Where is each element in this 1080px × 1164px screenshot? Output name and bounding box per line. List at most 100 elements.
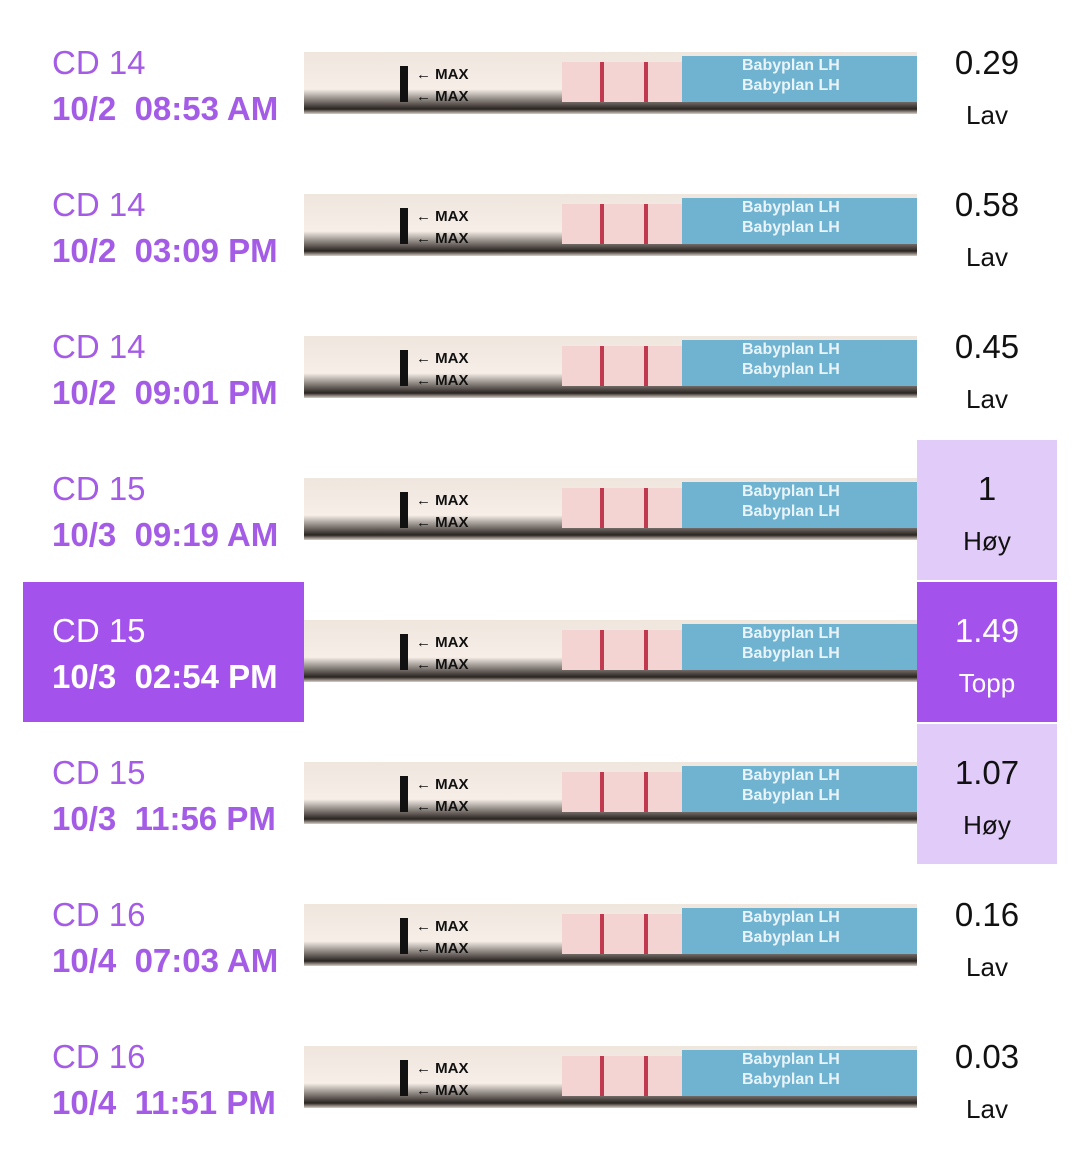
test-line	[600, 1056, 604, 1096]
test-line	[600, 914, 604, 954]
entry-datetime[interactable]: CD 16 10/4 07:03 AM	[23, 866, 304, 1006]
test-entry-row[interactable]: CD 15 10/3 02:54 PM ← MAX ← MAX Babyplan…	[0, 582, 1080, 722]
date-time: 10/4 07:03 AM	[52, 942, 278, 980]
test-entry-row[interactable]: CD 14 10/2 09:01 PM ← MAX ← MAX Babyplan…	[0, 298, 1080, 438]
date: 10/3	[52, 800, 117, 837]
lh-value: 0.16	[954, 896, 1020, 933]
test-line	[600, 772, 604, 812]
time: 07:03 AM	[134, 942, 279, 979]
entry-datetime[interactable]: CD 15 10/3 02:54 PM	[23, 582, 304, 722]
strip-brand-label: Babyplan LH	[742, 57, 840, 74]
strip-brand-label: Babyplan LH	[742, 219, 840, 236]
test-strip-photo[interactable]: ← MAX ← MAX Babyplan LH Babyplan LH	[304, 904, 917, 966]
control-line	[644, 488, 648, 528]
strip-brand-label: Babyplan LH	[742, 341, 840, 358]
lh-value: 0.45	[954, 328, 1020, 365]
strip-max-label: ← MAX	[416, 208, 469, 225]
test-line	[600, 62, 604, 102]
date-time: 10/2 08:53 AM	[52, 90, 278, 128]
strip-result-window	[562, 772, 682, 812]
strip-max-label: ← MAX	[416, 66, 469, 83]
strip-result-window	[562, 62, 682, 102]
test-strip-photo[interactable]: ← MAX ← MAX Babyplan LH Babyplan LH	[304, 1046, 917, 1108]
test-entry-row[interactable]: CD 15 10/3 11:56 PM ← MAX ← MAX Babyplan…	[0, 724, 1080, 864]
strip-brand-area: Babyplan LH Babyplan LH	[682, 198, 917, 244]
lh-level: Lav	[966, 242, 1008, 272]
cycle-day: CD 15	[52, 754, 146, 791]
cycle-day: CD 16	[52, 1038, 146, 1075]
strip-brand-area: Babyplan LH Babyplan LH	[682, 908, 917, 954]
strip-max-bar	[400, 1060, 408, 1096]
strip-max-label: ← MAX	[416, 940, 469, 957]
entry-datetime[interactable]: CD 14 10/2 09:01 PM	[23, 298, 304, 438]
strip-brand-area: Babyplan LH Babyplan LH	[682, 1050, 917, 1096]
test-line	[600, 488, 604, 528]
date: 10/2	[52, 374, 117, 411]
strip-max-label: ← MAX	[416, 776, 469, 793]
control-line	[644, 914, 648, 954]
control-line	[644, 772, 648, 812]
test-strip-photo[interactable]: ← MAX ← MAX Babyplan LH Babyplan LH	[304, 620, 917, 682]
date: 10/2	[52, 90, 117, 127]
lh-result: 1 Høy	[917, 440, 1057, 580]
lh-result: 0.58 Lav	[917, 156, 1057, 296]
strip-brand-label: Babyplan LH	[742, 483, 840, 500]
test-entry-row[interactable]: CD 16 10/4 07:03 AM ← MAX ← MAX Babyplan…	[0, 866, 1080, 1006]
cycle-day: CD 14	[52, 44, 146, 81]
strip-result-window	[562, 630, 682, 670]
entry-datetime[interactable]: CD 15 10/3 09:19 AM	[23, 440, 304, 580]
strip-brand-area: Babyplan LH Babyplan LH	[682, 624, 917, 670]
time: 09:01 PM	[134, 374, 278, 411]
strip-result-window	[562, 914, 682, 954]
strip-result-window	[562, 204, 682, 244]
date-time: 10/3 11:56 PM	[52, 800, 276, 838]
time: 03:09 PM	[134, 232, 278, 269]
strip-max-bar	[400, 66, 408, 102]
test-entry-row[interactable]: CD 14 10/2 08:53 AM ← MAX ← MAX Babyplan…	[0, 14, 1080, 154]
strip-max-bar	[400, 634, 408, 670]
lh-value: 1	[977, 470, 997, 507]
strip-max-label: ← MAX	[416, 1060, 469, 1077]
lh-result: 0.29 Lav	[917, 14, 1057, 154]
lh-level: Lav	[966, 100, 1008, 130]
strip-brand-label: Babyplan LH	[742, 787, 840, 804]
date-time: 10/2 03:09 PM	[52, 232, 278, 270]
lh-result: 0.16 Lav	[917, 866, 1057, 1006]
lh-level: Lav	[966, 1094, 1008, 1124]
lh-level: Lav	[966, 384, 1008, 414]
control-line	[644, 204, 648, 244]
strip-max-label: ← MAX	[416, 372, 469, 389]
cycle-day: CD 14	[52, 328, 146, 365]
test-strip-photo[interactable]: ← MAX ← MAX Babyplan LH Babyplan LH	[304, 336, 917, 398]
lh-result: 1.07 Høy	[917, 724, 1057, 864]
strip-max-label: ← MAX	[416, 798, 469, 815]
strip-result-window	[562, 346, 682, 386]
lh-level: Topp	[958, 668, 1016, 698]
test-entry-row[interactable]: CD 16 10/4 11:51 PM ← MAX ← MAX Babyplan…	[0, 1008, 1080, 1148]
lh-value: 0.58	[954, 186, 1020, 223]
lh-result: 0.03 Lav	[917, 1008, 1057, 1148]
strip-brand-label: Babyplan LH	[742, 77, 840, 94]
strip-brand-label: Babyplan LH	[742, 503, 840, 520]
strip-brand-label: Babyplan LH	[742, 767, 840, 784]
test-entry-row[interactable]: CD 14 10/2 03:09 PM ← MAX ← MAX Babyplan…	[0, 156, 1080, 296]
test-strip-photo[interactable]: ← MAX ← MAX Babyplan LH Babyplan LH	[304, 478, 917, 540]
strip-brand-area: Babyplan LH Babyplan LH	[682, 766, 917, 812]
entry-datetime[interactable]: CD 14 10/2 08:53 AM	[23, 14, 304, 154]
test-entry-row[interactable]: CD 15 10/3 09:19 AM ← MAX ← MAX Babyplan…	[0, 440, 1080, 580]
date: 10/2	[52, 232, 117, 269]
strip-brand-area: Babyplan LH Babyplan LH	[682, 56, 917, 102]
test-strip-photo[interactable]: ← MAX ← MAX Babyplan LH Babyplan LH	[304, 194, 917, 256]
test-strip-photo[interactable]: ← MAX ← MAX Babyplan LH Babyplan LH	[304, 52, 917, 114]
test-strip-photo[interactable]: ← MAX ← MAX Babyplan LH Babyplan LH	[304, 762, 917, 824]
entry-datetime[interactable]: CD 15 10/3 11:56 PM	[23, 724, 304, 864]
lh-result: 1.49 Topp	[917, 582, 1057, 722]
strip-max-label: ← MAX	[416, 350, 469, 367]
entry-datetime[interactable]: CD 16 10/4 11:51 PM	[23, 1008, 304, 1148]
strip-brand-label: Babyplan LH	[742, 625, 840, 642]
strip-max-bar	[400, 776, 408, 812]
lh-result: 0.45 Lav	[917, 298, 1057, 438]
entry-datetime[interactable]: CD 14 10/2 03:09 PM	[23, 156, 304, 296]
strip-max-label: ← MAX	[416, 492, 469, 509]
time: 08:53 AM	[134, 90, 279, 127]
